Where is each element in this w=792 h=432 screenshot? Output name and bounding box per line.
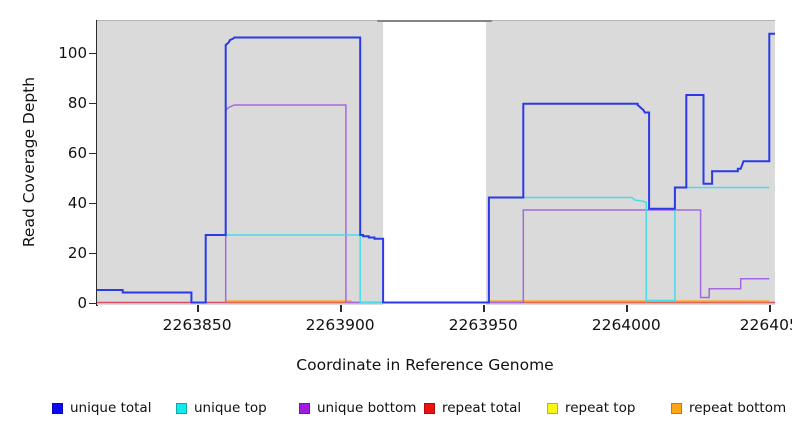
x-tick-label: 226405 bbox=[739, 316, 792, 334]
x-tick-2263950 bbox=[483, 305, 485, 312]
gap-cap-line bbox=[377, 20, 492, 22]
y-tick-label: 100 bbox=[58, 43, 87, 62]
x-axis-title: Coordinate in Reference Genome bbox=[296, 356, 554, 374]
y-axis-line bbox=[96, 20, 98, 306]
coverage-chart bbox=[97, 20, 775, 305]
x-tick-label: 2263900 bbox=[305, 316, 375, 334]
y-tick-0 bbox=[89, 302, 96, 304]
legend-label: unique total bbox=[70, 400, 152, 416]
legend-label: repeat top bbox=[565, 400, 636, 416]
x-tick-label: 2264000 bbox=[591, 316, 661, 334]
legend-swatch-icon bbox=[671, 402, 682, 414]
y-axis-title: Read Coverage Depth bbox=[20, 76, 38, 248]
legend-swatch-icon bbox=[424, 402, 435, 414]
y-tick-80 bbox=[89, 102, 96, 104]
chart-legend: unique total unique top unique bottom repea… bbox=[0, 399, 792, 419]
x-tick-226405 bbox=[769, 305, 771, 312]
legend-swatch-icon bbox=[547, 402, 558, 414]
legend-swatch-icon bbox=[52, 402, 63, 414]
legend-label: unique bottom bbox=[317, 400, 417, 416]
y-tick-label: 0 bbox=[77, 293, 87, 312]
x-tick-2264000 bbox=[626, 305, 628, 312]
y-tick-label: 60 bbox=[67, 143, 87, 162]
y-tick-label: 20 bbox=[67, 243, 87, 262]
legend-swatch-icon bbox=[299, 402, 310, 414]
x-tick-2263850 bbox=[197, 305, 199, 312]
legend-item-unique-bottom: unique bottom bbox=[299, 399, 416, 417]
series-unique-bottom bbox=[224, 104, 770, 304]
legend-label: repeat bottom bbox=[689, 400, 787, 416]
y-tick-40 bbox=[89, 202, 96, 204]
legend-item-repeat-bottom: repeat bottom bbox=[671, 399, 786, 417]
y-tick-20 bbox=[89, 252, 96, 254]
legend-item-unique-total: unique total bbox=[52, 399, 151, 417]
series-unique-total bbox=[97, 32, 775, 304]
shaded-region-right bbox=[486, 20, 775, 305]
legend-label: unique top bbox=[194, 400, 267, 416]
series-unique-top bbox=[204, 186, 770, 304]
legend-label: repeat total bbox=[442, 400, 522, 416]
legend-item-unique-top: unique top bbox=[176, 399, 267, 417]
x-tick-label: 2263950 bbox=[448, 316, 518, 334]
plot-area bbox=[97, 20, 775, 305]
shaded-region-left bbox=[97, 20, 384, 305]
legend-item-repeat-total: repeat total bbox=[424, 399, 521, 417]
x-tick-label: 2263850 bbox=[162, 316, 232, 334]
legend-swatch-icon bbox=[176, 402, 187, 414]
y-tick-label: 40 bbox=[67, 193, 87, 212]
y-tick-60 bbox=[89, 152, 96, 154]
x-tick-2263900 bbox=[340, 305, 342, 312]
y-tick-label: 80 bbox=[67, 93, 87, 112]
y-tick-100 bbox=[89, 52, 96, 54]
legend-item-repeat-top: repeat top bbox=[547, 399, 635, 417]
